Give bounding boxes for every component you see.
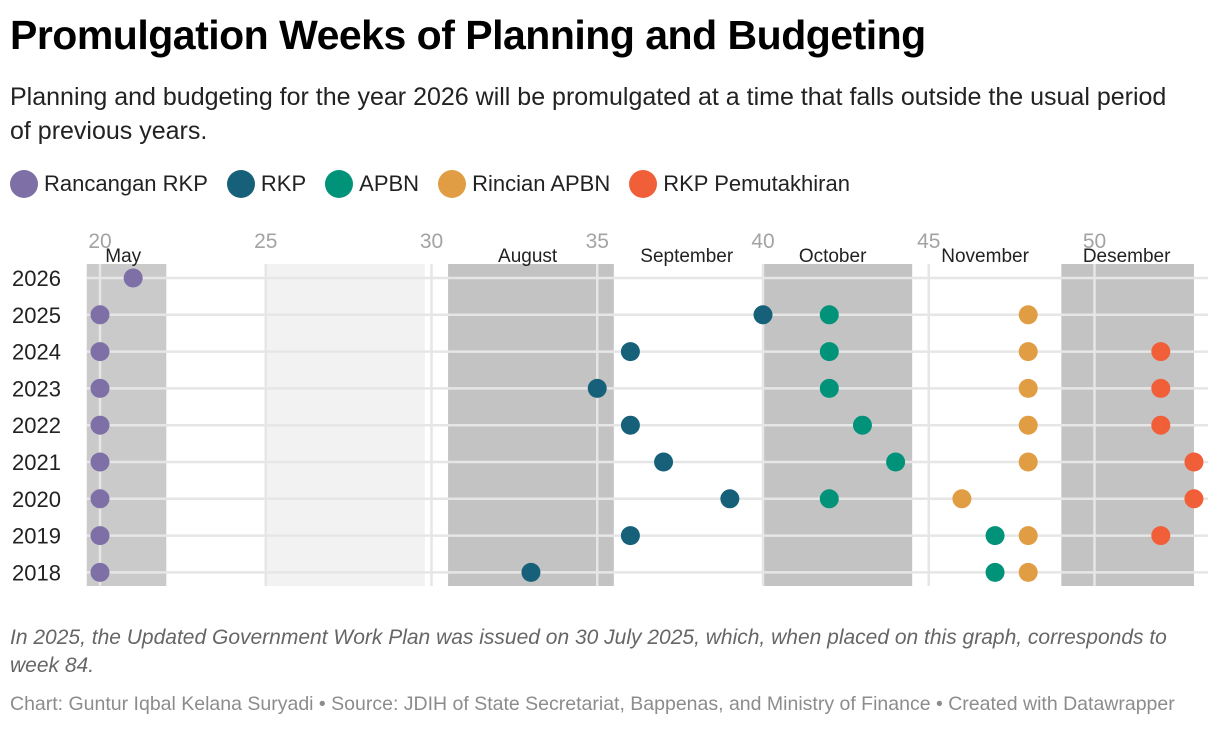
year-label: 2018: [12, 560, 61, 585]
data-points: [90, 268, 1204, 582]
legend-item-rancangan-rkp: Rancangan RKP: [10, 170, 208, 198]
dot-plot: 20 25 30 35 40 45 50 May August September October…: [12, 230, 1208, 586]
legend-item-rincian-apbn: Rincian APBN: [438, 170, 610, 198]
x-tick-label: 40: [751, 230, 774, 253]
data-point: [720, 489, 740, 509]
data-point: [819, 378, 839, 398]
month-label: Desember: [1083, 246, 1171, 267]
x-tick-label: 45: [917, 230, 940, 253]
data-point: [654, 452, 674, 472]
year-label: 2022: [12, 413, 61, 438]
year-label: 2023: [12, 376, 61, 401]
data-point: [1018, 562, 1038, 582]
data-point: [90, 305, 110, 325]
month-labels: May August September October November Desembe…: [105, 246, 1171, 267]
horizontal-gridlines: [86, 276, 1208, 574]
data-point: [1018, 378, 1038, 398]
data-point: [620, 415, 640, 435]
legend-dot-icon: [10, 170, 38, 198]
data-point: [90, 342, 110, 362]
data-point: [852, 415, 872, 435]
data-point: [90, 489, 110, 509]
legend-label: Rincian APBN: [472, 171, 611, 196]
data-point: [819, 342, 839, 362]
data-point: [620, 526, 640, 546]
year-label: 2026: [12, 266, 61, 291]
x-tick-label: 20: [88, 230, 111, 253]
data-point: [587, 378, 607, 398]
data-point: [1151, 378, 1171, 398]
data-point: [1184, 452, 1204, 472]
data-point: [90, 452, 110, 472]
year-label: 2020: [12, 487, 61, 512]
data-point: [1018, 305, 1038, 325]
month-label: August: [498, 246, 558, 267]
data-point: [620, 342, 640, 362]
legend-dot-icon: [629, 170, 658, 198]
data-point: [1018, 452, 1038, 472]
data-point: [1018, 342, 1038, 362]
legend: Rancangan RKP RKP APBN Rincian APBN RKP …: [10, 170, 869, 198]
x-axis-ticks: 20 25 30 35 40 45 50: [88, 230, 1106, 253]
data-point: [90, 526, 110, 546]
month-label: October: [799, 246, 867, 267]
data-point: [521, 562, 541, 582]
x-tick-label: 50: [1083, 230, 1106, 253]
legend-item-apbn: APBN: [325, 170, 419, 198]
x-tick-label: 35: [586, 230, 609, 253]
year-label: 2024: [12, 340, 61, 365]
chart-subtitle: Planning and budgeting for the year 2026…: [10, 83, 1167, 145]
x-tick-label: 30: [420, 230, 443, 253]
data-point: [952, 489, 972, 509]
data-point: [1184, 489, 1204, 509]
data-point: [1151, 415, 1171, 435]
data-point: [1151, 526, 1171, 546]
year-labels: 2026 2025 2024 2023 2022 2021 2020 2019 2018: [12, 266, 61, 585]
source-credit: Chart: Guntur Iqbal Kelana Suryadi • Sou…: [10, 693, 1175, 715]
data-point: [90, 415, 110, 435]
data-point: [90, 562, 110, 582]
legend-item-rkp: RKP: [226, 170, 307, 198]
month-label: September: [640, 246, 734, 267]
year-label: 2021: [12, 450, 61, 475]
data-point: [90, 378, 110, 398]
data-point: [1018, 526, 1038, 546]
month-label: November: [941, 246, 1029, 267]
data-point: [123, 268, 143, 288]
legend-dot-icon: [226, 170, 255, 198]
data-point: [985, 526, 1005, 546]
year-label: 2019: [12, 524, 61, 549]
data-point: [819, 305, 839, 325]
legend-item-rkp-pemutakhiran: RKP Pemutakhiran: [629, 170, 850, 198]
data-point: [753, 305, 773, 325]
legend-label: RKP: [260, 171, 307, 196]
legend-label: APBN: [359, 171, 420, 196]
legend-dot-icon: [325, 170, 354, 198]
month-label: May: [105, 246, 141, 267]
data-point: [886, 452, 906, 472]
data-point: [1018, 415, 1038, 435]
legend-label: RKP Pemutakhiran: [663, 171, 850, 196]
data-point: [1151, 342, 1171, 362]
legend-dot-icon: [438, 170, 467, 198]
data-point: [985, 562, 1005, 582]
footnote: In 2025, the Updated Government Work Pla…: [10, 626, 1167, 677]
data-point: [819, 489, 839, 509]
x-tick-label: 25: [254, 230, 277, 253]
year-label: 2025: [12, 303, 61, 328]
legend-label: Rancangan RKP: [44, 171, 208, 196]
chart-title: Promulgation Weeks of Planning and Budge…: [10, 12, 926, 58]
